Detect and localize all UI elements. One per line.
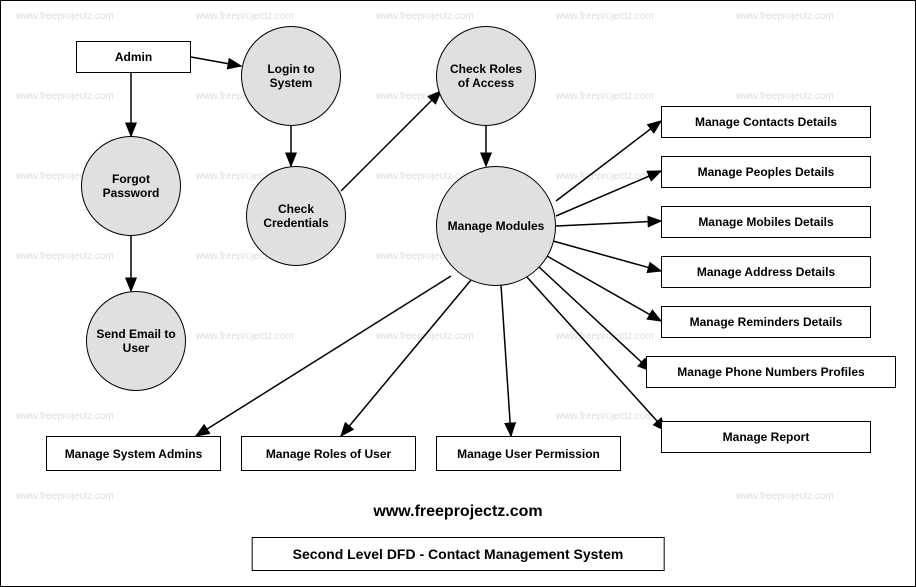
circle-check-cred: Check Credentials xyxy=(246,166,346,266)
rect-manage-phone: Manage Phone Numbers Profiles xyxy=(646,356,896,388)
watermark: www.freeprojectz.com xyxy=(16,411,114,422)
watermark: www.freeprojectz.com xyxy=(736,11,834,22)
watermark: www.freeprojectz.com xyxy=(556,91,654,102)
rect-admin: Admin xyxy=(76,41,191,73)
watermark: www.freeprojectz.com xyxy=(556,411,654,422)
circle-manage-modules: Manage Modules xyxy=(436,166,556,286)
watermark: www.freeprojectz.com xyxy=(16,11,114,22)
rect-manage-contacts: Manage Contacts Details xyxy=(661,106,871,138)
rect-manage-reminders: Manage Reminders Details xyxy=(661,306,871,338)
watermark: www.freeprojectz.com xyxy=(556,171,654,182)
rect-manage-peoples: Manage Peoples Details xyxy=(661,156,871,188)
circle-send-email: Send Email to User xyxy=(86,291,186,391)
rect-manage-mobiles: Manage Mobiles Details xyxy=(661,206,871,238)
watermark: www.freeprojectz.com xyxy=(556,11,654,22)
watermark: www.freeprojectz.com xyxy=(16,91,114,102)
circle-login: Login to System xyxy=(241,26,341,126)
circle-forgot: Forgot Password xyxy=(81,136,181,236)
footer-url: www.freeprojectz.com xyxy=(373,503,542,521)
rect-manage-address: Manage Address Details xyxy=(661,256,871,288)
watermark: www.freeprojectz.com xyxy=(376,11,474,22)
watermark: www.freeprojectz.com xyxy=(196,331,294,342)
footer-title: Second Level DFD - Contact Management Sy… xyxy=(252,537,665,571)
watermark: www.freeprojectz.com xyxy=(376,331,474,342)
watermark: www.freeprojectz.com xyxy=(196,11,294,22)
rect-manage-permission: Manage User Permission xyxy=(436,436,621,471)
watermark: www.freeprojectz.com xyxy=(736,91,834,102)
rect-manage-report: Manage Report xyxy=(661,421,871,453)
rect-manage-roles: Manage Roles of User xyxy=(241,436,416,471)
watermark: www.freeprojectz.com xyxy=(16,491,114,502)
watermark: www.freeprojectz.com xyxy=(556,331,654,342)
rect-manage-admins: Manage System Admins xyxy=(46,436,221,471)
watermark: www.freeprojectz.com xyxy=(736,491,834,502)
watermark: www.freeprojectz.com xyxy=(16,251,114,262)
circle-check-roles: Check Roles of Access xyxy=(436,26,536,126)
dfd-canvas: www.freeprojectz.com www.freeprojectz.co… xyxy=(0,0,916,587)
